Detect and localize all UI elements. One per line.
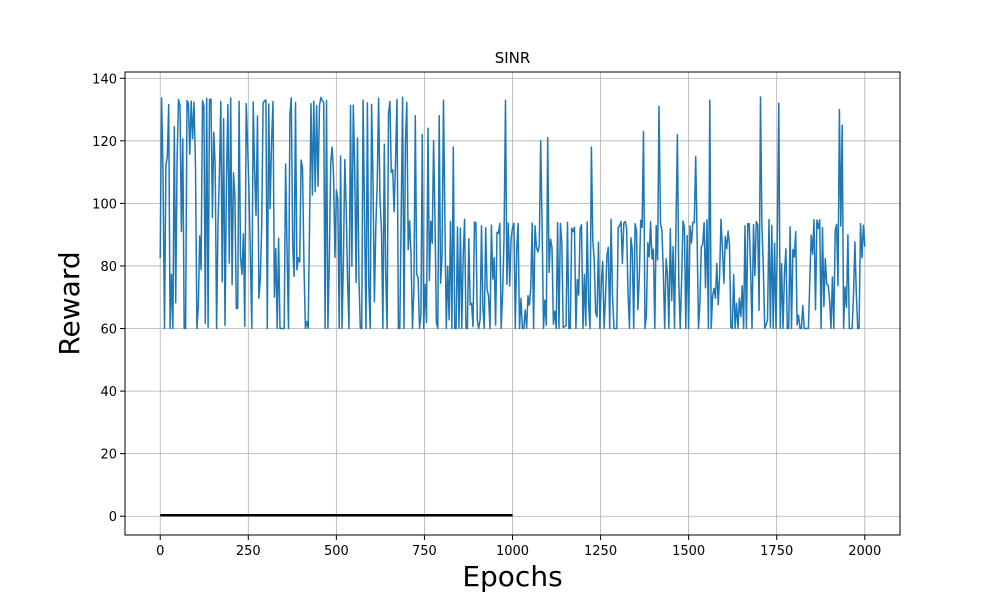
y-axis-label: Reward [53,251,86,355]
y-tick-label: 60 [100,323,117,338]
reward-series-line [159,96,866,330]
y-tick-label: 80 [100,260,117,275]
y-tick-label: 120 [92,135,117,150]
series-layer [159,96,866,517]
chart-title: SINR [495,49,531,67]
y-tick-label: 40 [100,385,117,400]
x-tick-label: 250 [236,544,261,559]
y-tick-label: 0 [109,510,117,525]
x-tick-label: 0 [156,544,164,559]
y-tick-label: 100 [92,197,117,212]
x-tick-label: 1250 [584,544,617,559]
x-tick-label: 500 [324,544,349,559]
x-tick-label: 1000 [496,544,529,559]
x-tick-label: 1750 [760,544,793,559]
y-tick-label: 140 [92,72,117,87]
ticks: 0 250 500 750 1000 1250 1500 1750 2000 0 20 40 60 80 1… [92,72,881,559]
y-tick-label: 20 [100,448,117,463]
x-tick-label: 1500 [672,544,705,559]
x-tick-label: 2000 [848,544,881,559]
x-axis-label: Epochs [462,560,562,593]
x-tick-label: 750 [412,544,437,559]
